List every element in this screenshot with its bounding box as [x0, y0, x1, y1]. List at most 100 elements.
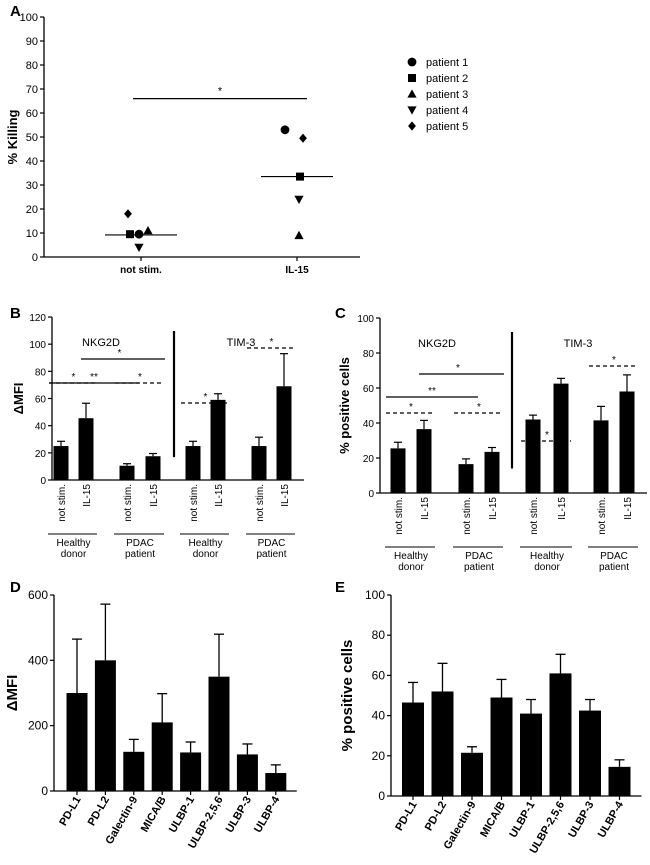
a-legend-label: patient 2: [426, 73, 468, 85]
d-bar: [208, 676, 230, 791]
b-header: TIM-3: [227, 337, 256, 349]
e-bar: [520, 713, 542, 796]
panel-label-b: B: [10, 305, 21, 322]
d-ylabel: ΔMFI: [4, 675, 21, 712]
b-ylabel: ΔMFI: [11, 383, 26, 415]
b-bar: [185, 446, 201, 480]
c-tick-label: 20: [363, 454, 375, 465]
e-bar: [402, 702, 424, 796]
b-bar-label: IL-15: [214, 484, 225, 507]
c-bar-label: IL-15: [557, 497, 568, 520]
d-tick-label: 400: [28, 653, 48, 667]
c-group-label: PDAC: [465, 551, 493, 562]
b-bar-label: IL-15: [149, 484, 160, 507]
c-group-label: Healthy: [394, 551, 428, 562]
c-group-label: donor: [398, 562, 424, 573]
d-tick-label: 200: [28, 719, 48, 733]
b-bar: [53, 446, 69, 480]
e-x-tick-label: ULBP-4: [596, 799, 627, 840]
e-bar: [431, 691, 454, 796]
c-bar-label: not stim.: [462, 497, 473, 535]
c-header: NKG2D: [418, 338, 456, 350]
b-group-label: patient: [125, 549, 155, 560]
a-legend-marker: [408, 121, 416, 131]
a-point: [299, 133, 307, 143]
c-bar: [416, 429, 432, 493]
b-group-label: donor: [193, 549, 219, 560]
b-group-label: PDAC: [258, 538, 286, 549]
b-bar: [145, 456, 161, 480]
e-bar: [490, 697, 513, 796]
a-point: [134, 229, 144, 239]
panel-label-c: C: [335, 305, 346, 322]
d-x-tick-label: ULBP-4: [252, 794, 283, 835]
d-bar: [94, 660, 116, 791]
d-bar: [66, 693, 88, 791]
a-tick-label: 80: [26, 60, 38, 72]
b-bar: [210, 399, 226, 480]
c-bar-label: IL-15: [623, 497, 634, 520]
c-bar: [458, 464, 474, 493]
a-point: [143, 226, 153, 235]
e-ylabel: % positive cells: [339, 640, 356, 752]
a-tick-label: 50: [26, 132, 38, 144]
c-bar-label: IL-15: [420, 497, 431, 520]
b-bar-label: not stim.: [255, 484, 266, 522]
b-tick-label: 80: [35, 367, 47, 378]
c-bar: [525, 419, 541, 493]
a-x-tick-label: IL-15: [285, 265, 309, 276]
e-x-tick-label: PD-L2: [423, 800, 449, 834]
e-tick-label: 20: [372, 749, 386, 763]
panel-label-e: E: [335, 579, 345, 596]
b-bar-label: not stim.: [123, 484, 134, 522]
a-legend-marker: [407, 106, 417, 115]
e-bar: [608, 766, 631, 796]
e-tick-label: 60: [372, 668, 386, 682]
b-bar-label: IL-15: [280, 484, 291, 507]
c-pair-star: *: [545, 430, 549, 441]
a-legend-label: patient 4: [426, 105, 468, 117]
c-group-label: PDAC: [600, 551, 628, 562]
e-x-tick-label: MICA/B: [478, 799, 508, 839]
e-x-tick-label: ULBP-1: [507, 800, 537, 840]
panel-b-chart: 0 20 40 60 80 100 120 ΔMFI NKG2D TIM-3 not stim. IL…: [11, 313, 304, 560]
a-point: [294, 195, 304, 204]
c-bar: [593, 420, 609, 493]
a-significance-star: *: [218, 86, 223, 98]
d-bar: [265, 773, 287, 791]
d-bar: [151, 722, 173, 791]
a-tick-label: 40: [26, 156, 38, 168]
c-tick-label: 0: [368, 489, 374, 500]
panel-label-d: D: [10, 579, 21, 596]
a-legend-marker: [407, 89, 417, 98]
d-x-tick-label: ULBP-3: [224, 795, 254, 835]
b-header: NKG2D: [82, 337, 120, 349]
b-tick-label: 120: [29, 313, 46, 324]
b-pair-star: *: [72, 372, 76, 383]
b-bar: [276, 386, 292, 480]
a-tick-label: 20: [26, 204, 38, 216]
a-point: [294, 230, 304, 240]
c-bar-label: not stim.: [394, 497, 405, 535]
b-group-label: Healthy: [57, 538, 91, 549]
d-bar: [236, 754, 258, 791]
c-compare-star: *: [456, 363, 460, 374]
b-bar-label: not stim.: [57, 484, 68, 522]
a-legend-label: patient 3: [426, 89, 468, 101]
d-x-tick-label: ULBP-1: [167, 795, 197, 835]
c-compare-star: **: [428, 386, 436, 397]
e-bar: [461, 752, 483, 796]
a-point: [126, 230, 134, 239]
b-pair-star: *: [204, 392, 208, 403]
a-point: [280, 125, 290, 135]
e-tick-label: 0: [378, 789, 385, 803]
c-bar: [553, 383, 569, 493]
b-bar: [251, 446, 267, 480]
a-tick-label: 10: [26, 228, 38, 240]
a-tick-label: 60: [26, 108, 38, 120]
panel-label-a: A: [10, 3, 21, 20]
b-bar: [78, 418, 94, 480]
c-group-label: patient: [599, 562, 629, 573]
